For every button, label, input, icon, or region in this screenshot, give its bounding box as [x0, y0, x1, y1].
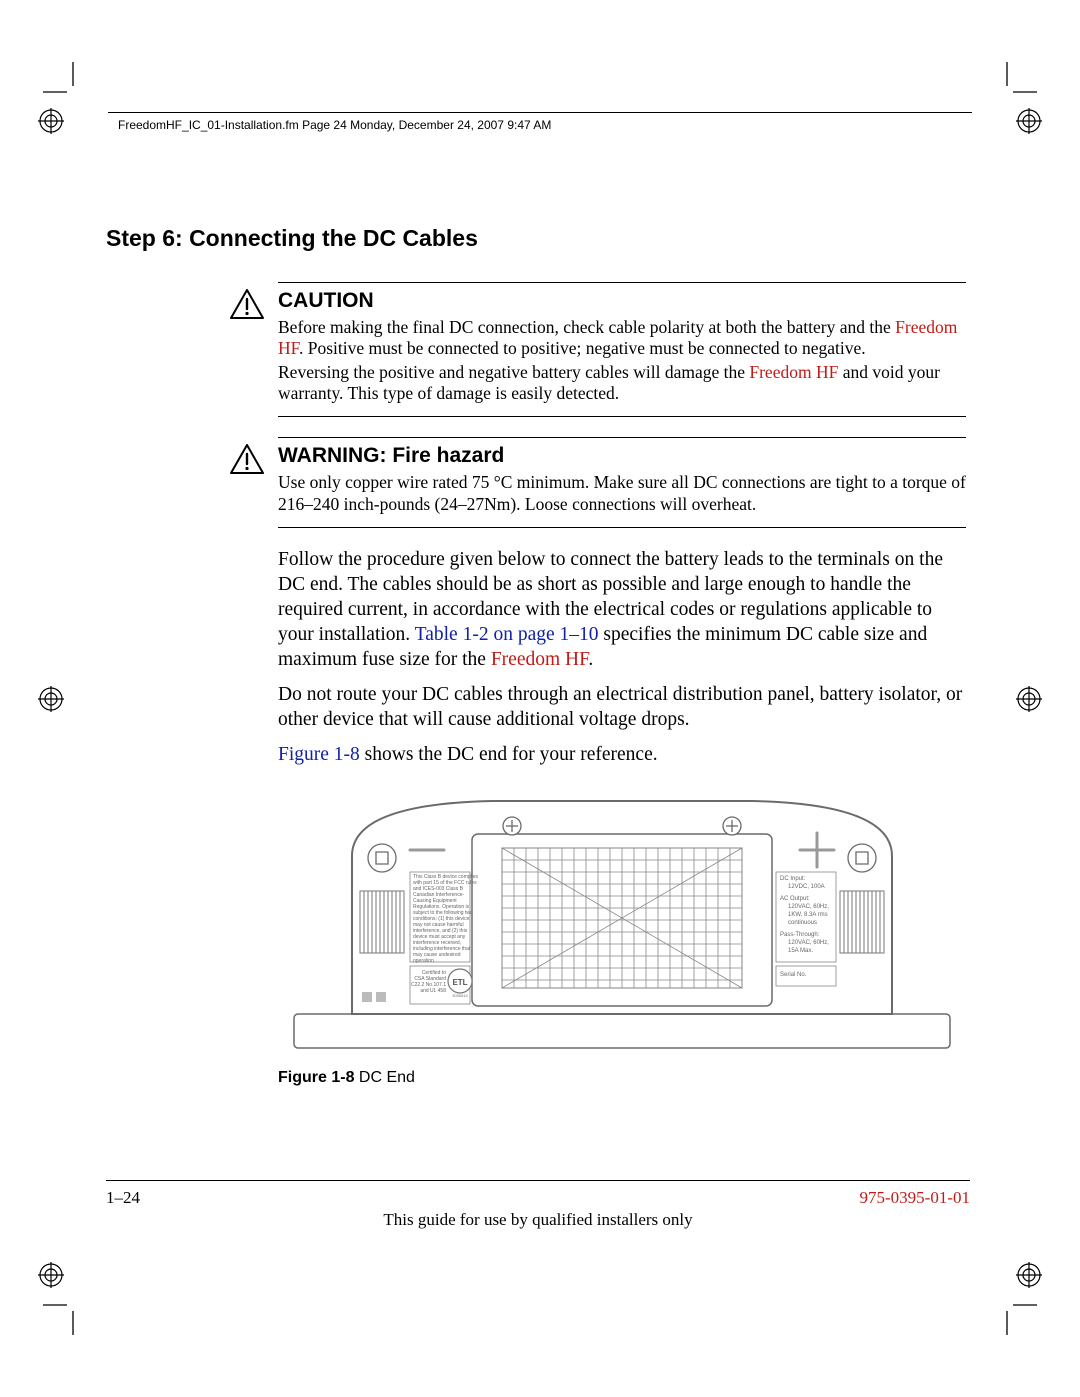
warning-icon	[230, 444, 264, 474]
svg-text:Serial No.: Serial No.	[780, 972, 807, 978]
svg-text:15A Max.: 15A Max.	[788, 948, 813, 954]
caution-p1b: . Positive must be connected to positive…	[299, 338, 866, 358]
warning-p1: Use only copper wire rated 75 °C minimum…	[278, 472, 966, 515]
reg-target-tr	[1016, 108, 1042, 139]
svg-text:Pass-Through:: Pass-Through:	[780, 932, 820, 938]
footer-note: This guide for use by qualified installe…	[106, 1210, 970, 1230]
reg-target-ml	[38, 686, 64, 717]
caution-icon	[230, 289, 264, 319]
caution-title: CAUTION	[278, 289, 966, 313]
svg-text:DC Input:: DC Input:	[780, 876, 806, 882]
figure-caption-rest: DC End	[354, 1069, 414, 1086]
warning-body: Use only copper wire rated 75 °C minimum…	[278, 472, 966, 515]
svg-text:1KW, 8.3A rms: 1KW, 8.3A rms	[788, 912, 828, 918]
page: FreedomHF_IC_01-Installation.fm Page 24 …	[0, 0, 1080, 1397]
caution-box: CAUTION Before making the final DC conne…	[278, 282, 966, 417]
figure-wrap: ETL 3056814 This Class B device complies…	[278, 796, 966, 1087]
page-number: 1–24	[106, 1188, 140, 1208]
footer: 1–24 975-0395-01-01 This guide for use b…	[106, 1188, 970, 1208]
header-rule	[108, 112, 972, 113]
svg-text:continuous: continuous	[788, 920, 817, 926]
svg-text:120VAC, 60Hz,: 120VAC, 60Hz,	[788, 904, 829, 910]
body-p3b: shows the DC end for your reference.	[360, 744, 658, 765]
warning-title: WARNING: Fire hazard	[278, 444, 966, 468]
svg-text:12VDC, 100A: 12VDC, 100A	[788, 884, 825, 890]
footer-rule	[106, 1180, 970, 1181]
body-p1c: .	[588, 649, 593, 670]
svg-text:3056814: 3056814	[452, 993, 468, 998]
header-filename: FreedomHF_IC_01-Installation.fm Page 24 …	[118, 118, 551, 132]
doc-number: 975-0395-01-01	[860, 1188, 970, 1208]
svg-text:ETL: ETL	[452, 978, 467, 987]
svg-text:120VAC, 60Hz,: 120VAC, 60Hz,	[788, 940, 829, 946]
crop-mark-top	[43, 62, 1037, 116]
caution-body: Before making the final DC connection, c…	[278, 317, 966, 404]
figure-caption-bold: Figure 1-8	[278, 1069, 354, 1086]
reg-target-tl	[38, 108, 64, 139]
reg-target-mr	[1016, 686, 1042, 717]
body-brand: Freedom HF	[491, 649, 589, 670]
body-text: Follow the procedure given below to conn…	[278, 548, 966, 768]
caution-p1a: Before making the final DC connection, c…	[278, 317, 895, 337]
content-area: Step 6: Connecting the DC Cables CAUTION…	[106, 225, 970, 1087]
caution-p2a: Reversing the positive and negative batt…	[278, 362, 749, 382]
svg-text:operation.: operation.	[413, 958, 435, 964]
svg-text:AC Output:: AC Output:	[780, 896, 810, 902]
svg-text:and UL 458: and UL 458	[420, 988, 446, 994]
crop-mark-bottom	[43, 1281, 1037, 1335]
reg-target-br	[1016, 1262, 1042, 1293]
caution-brand2: Freedom HF	[749, 362, 838, 382]
body-p2: Do not route your DC cables through an e…	[278, 683, 966, 733]
dc-end-diagram: ETL 3056814 This Class B device complies…	[292, 796, 952, 1051]
table-link[interactable]: Table 1-2 on page 1–10	[415, 624, 599, 645]
reg-target-bl	[38, 1262, 64, 1293]
step-title: Step 6: Connecting the DC Cables	[106, 225, 970, 252]
figure-caption: Figure 1-8 DC End	[278, 1069, 966, 1087]
figure-link[interactable]: Figure 1-8	[278, 744, 360, 765]
warning-box: WARNING: Fire hazard Use only copper wir…	[278, 437, 966, 528]
